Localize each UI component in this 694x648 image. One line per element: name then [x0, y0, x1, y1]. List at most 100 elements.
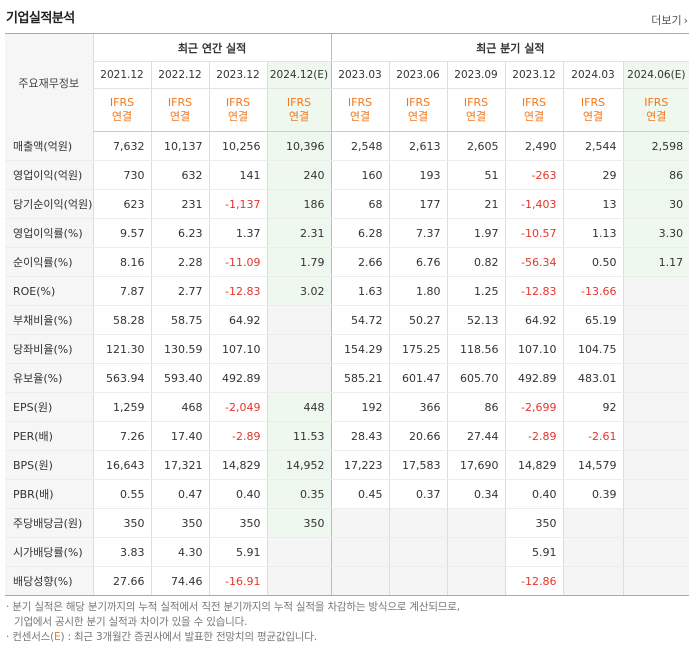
row-label: ROE(%)	[5, 276, 93, 306]
value-cell: -1,403	[504, 189, 564, 219]
consolidated-label: 연결	[111, 110, 133, 123]
value-cell: 1.80	[388, 276, 448, 306]
value-cell: 14,952	[266, 450, 332, 480]
value-cell: -16.91	[208, 566, 267, 596]
value-cell: -2.89	[504, 421, 564, 451]
value-cell: 64.92	[504, 305, 564, 335]
value-cell: 193	[388, 160, 448, 190]
consolidated-label: 연결	[465, 110, 487, 123]
table-row: PER(배) 7.26 17.40 -2.89 11.53 28.43 20.66 27.44…	[5, 421, 690, 451]
value-cell: 366	[388, 392, 448, 422]
table-row: 영업이익률(%) 9.57 6.23 1.37 2.31 6.28 7.37 1.97 -10.…	[5, 218, 690, 248]
value-cell: 4.30	[150, 537, 209, 567]
value-cell: 2,613	[388, 131, 448, 161]
value-cell: 0.35	[266, 479, 332, 509]
row-label: 주당배당금(원)	[5, 508, 93, 538]
value-cell: 601.47	[388, 363, 448, 393]
table-row: 부채비율(%) 58.28 58.75 64.92 54.72 50.27 52.13 64.…	[5, 305, 690, 335]
value-cell: 0.82	[446, 247, 506, 277]
value-cell: 17,583	[388, 450, 448, 480]
value-cell: 468	[150, 392, 209, 422]
row-label: PER(배)	[5, 421, 93, 451]
ifrs-label: IFRS	[521, 96, 547, 109]
row-label: PBR(배)	[5, 479, 93, 509]
period-header: 2024.03	[562, 61, 624, 89]
ifrs-badge: IFRS 연결	[92, 88, 151, 132]
value-cell: 448	[266, 392, 332, 422]
value-cell: 141	[208, 160, 267, 190]
value-cell: 11.53	[266, 421, 332, 451]
value-cell: 0.40	[208, 479, 267, 509]
value-cell: 0.47	[150, 479, 209, 509]
ifrs-label: IFRS	[286, 96, 312, 109]
value-cell: 350	[504, 508, 564, 538]
value-cell	[446, 508, 506, 538]
value-cell: 0.40	[504, 479, 564, 509]
value-cell	[388, 508, 448, 538]
value-cell: 186	[266, 189, 332, 219]
value-cell	[622, 421, 690, 451]
value-cell	[562, 566, 624, 596]
ifrs-label: IFRS	[644, 96, 669, 109]
value-cell	[446, 566, 506, 596]
value-cell: 1.37	[208, 218, 267, 248]
value-cell: 2.28	[150, 247, 209, 277]
value-cell: -56.34	[504, 247, 564, 277]
value-cell: 0.50	[562, 247, 624, 277]
value-cell: 17,321	[150, 450, 209, 480]
value-cell	[622, 392, 690, 422]
value-cell: 730	[92, 160, 151, 190]
value-cell: 54.72	[330, 305, 390, 335]
value-cell: 64.92	[208, 305, 267, 335]
ifrs-badge: IFRS 연결	[446, 88, 506, 132]
more-label: 더보기	[651, 14, 682, 27]
footnote-2-prefix: · 컨센서스(	[6, 631, 55, 643]
value-cell: -12.86	[504, 566, 564, 596]
value-cell: 7.26	[92, 421, 151, 451]
value-cell: 160	[330, 160, 390, 190]
table-row: PBR(배) 0.55 0.47 0.40 0.35 0.45 0.37 0.34 0.40 0.…	[5, 479, 690, 509]
value-cell: 585.21	[330, 363, 390, 393]
value-cell: 0.55	[92, 479, 151, 509]
value-cell: 16,643	[92, 450, 151, 480]
value-cell: 30	[622, 189, 690, 219]
value-cell	[622, 276, 690, 306]
value-cell: 104.75	[562, 334, 624, 364]
period-header: 2022.12	[150, 61, 209, 89]
table-row: 유보율(%) 563.94 593.40 492.89 585.21 601.47 605.…	[5, 363, 690, 393]
table-row: BPS(원) 16,643 17,321 14,829 14,952 17,223 17,5…	[5, 450, 690, 480]
value-cell	[266, 537, 332, 567]
value-cell: -1,137	[208, 189, 267, 219]
value-cell: 492.89	[208, 363, 267, 393]
value-cell: 13	[562, 189, 624, 219]
consolidated-label: 연결	[582, 110, 604, 123]
value-cell: 118.56	[446, 334, 506, 364]
row-label: 순이익률(%)	[5, 247, 93, 277]
row-label: 영업이익(억원)	[5, 160, 93, 190]
value-cell: 350	[150, 508, 209, 538]
ifrs-badge: IFRS 연결	[622, 88, 690, 132]
value-cell: 1.79	[266, 247, 332, 277]
value-cell: 1.13	[562, 218, 624, 248]
period-header: 2024.06(E)	[622, 61, 690, 89]
value-cell: 7.37	[388, 218, 448, 248]
value-cell: 3.83	[92, 537, 151, 567]
value-cell: -2,699	[504, 392, 564, 422]
value-cell	[622, 334, 690, 364]
value-cell: 28.43	[330, 421, 390, 451]
row-label: BPS(원)	[5, 450, 93, 480]
value-cell: 0.45	[330, 479, 390, 509]
ifrs-badge: IFRS 연결	[150, 88, 209, 132]
value-cell: -263	[504, 160, 564, 190]
section-title: 기업실적분석	[6, 11, 75, 26]
value-cell: 175.25	[388, 334, 448, 364]
value-cell	[266, 334, 332, 364]
value-cell: 29	[562, 160, 624, 190]
more-link[interactable]: 더보기 ›	[651, 12, 688, 28]
value-cell: 1.17	[622, 247, 690, 277]
row-label: EPS(원)	[5, 392, 93, 422]
value-cell: 6.28	[330, 218, 390, 248]
value-cell: 632	[150, 160, 209, 190]
value-cell: 240	[266, 160, 332, 190]
value-cell: 2,548	[330, 131, 390, 161]
